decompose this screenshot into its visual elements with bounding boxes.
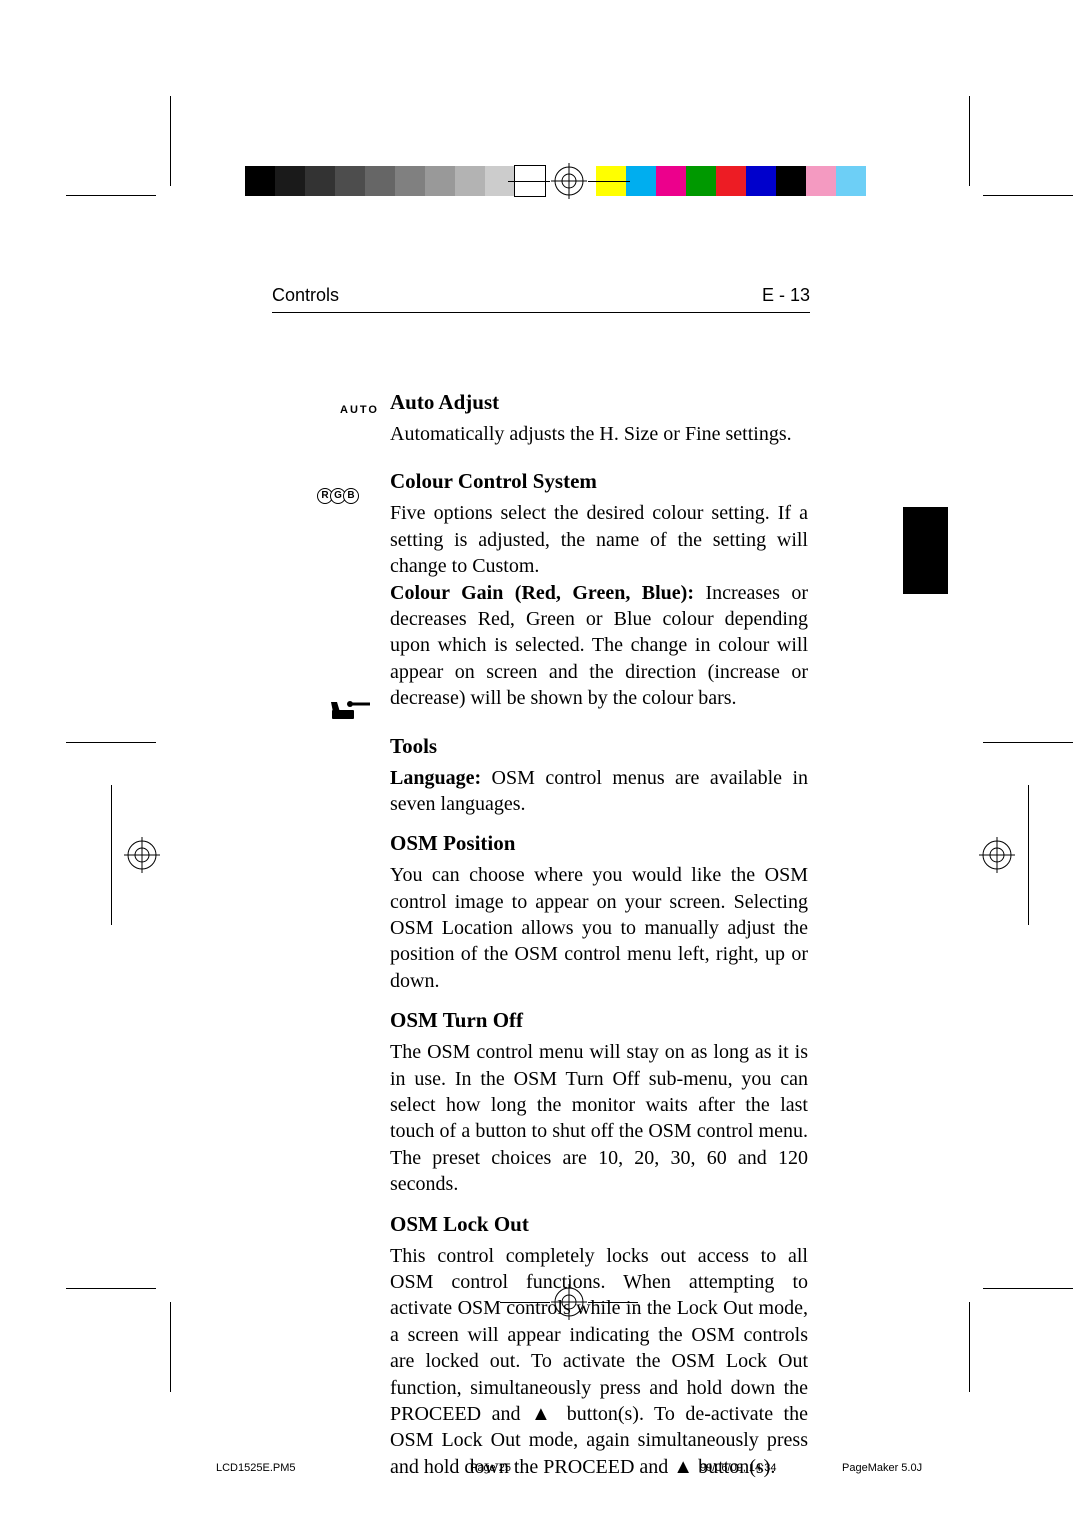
color-swatch [365, 166, 395, 196]
process-color-bar [596, 166, 866, 196]
subsection-title: OSM Position [390, 831, 808, 856]
crop-mark [588, 1302, 638, 1303]
crop-mark [969, 1302, 970, 1392]
crop-mark [66, 1288, 156, 1289]
slug-page: Page 25 [470, 1462, 511, 1474]
color-swatch [626, 166, 656, 196]
section: Auto Adjust Automatically adjusts the H. … [390, 390, 808, 447]
paragraph: This control completely locks out access… [390, 1243, 808, 1481]
slug-app: PageMaker 5.0J [842, 1462, 922, 1474]
registration-mark [979, 837, 1015, 873]
crop-mark [983, 742, 1073, 743]
color-swatch [395, 166, 425, 196]
subsection-title: OSM Lock Out [390, 1212, 808, 1237]
crop-mark [170, 96, 171, 186]
crop-mark [1028, 785, 1029, 925]
subsection-title: OSM Turn Off [390, 1008, 808, 1033]
crop-mark [588, 181, 630, 182]
color-swatch [425, 166, 455, 196]
section: Colour Control System Five options select… [390, 469, 808, 711]
crop-mark [500, 1302, 550, 1303]
slug-datetime: 99/06/09, 14:34 [700, 1462, 776, 1474]
crop-mark [983, 195, 1073, 196]
color-swatch [335, 166, 365, 196]
crop-mark [111, 785, 112, 925]
lead-bold: Language: [390, 767, 492, 789]
slug-file: LCD1525E.PM5 [216, 1462, 296, 1474]
page: Controls E - 13 AUTO RGB Auto AdjustAuto… [0, 0, 1080, 1528]
section-title: Auto Adjust [390, 390, 808, 415]
content: Auto Adjust Automatically adjusts the H. … [272, 390, 808, 1502]
color-swatch [455, 166, 485, 196]
paragraph: Five options select the desired colour s… [390, 500, 808, 579]
section-title: Colour Control System [390, 469, 808, 494]
section-title: Tools [390, 734, 808, 759]
paragraph: Colour Gain (Red, Green, Blue): Increase… [390, 580, 808, 712]
section: Tools Language: OSM control menus are ava… [390, 734, 808, 1481]
crop-mark [969, 96, 970, 186]
registration-mark [124, 837, 160, 873]
color-swatch [275, 166, 305, 196]
color-swatch [305, 166, 335, 196]
color-swatch [836, 166, 866, 196]
grayscale-color-bar [245, 166, 545, 196]
crop-mark [170, 1302, 171, 1392]
crop-mark [983, 1288, 1073, 1289]
thumb-tab [903, 507, 948, 594]
color-swatch [686, 166, 716, 196]
paragraph: The OSM control menu will stay on as lon… [390, 1039, 808, 1197]
paragraph: Language: OSM control menus are availabl… [390, 765, 808, 818]
running-header: Controls E - 13 [272, 285, 810, 313]
color-swatch [806, 166, 836, 196]
color-swatch [746, 166, 776, 196]
color-swatch [776, 166, 806, 196]
paragraph: You can choose where you would like the … [390, 862, 808, 994]
crop-mark [66, 195, 156, 196]
color-swatch [245, 166, 275, 196]
header-page: E - 13 [762, 285, 810, 306]
header-section: Controls [272, 285, 339, 306]
lead-bold: Colour Gain (Red, Green, Blue): [390, 582, 705, 604]
crop-mark [508, 181, 550, 182]
registration-mark [551, 163, 587, 199]
color-swatch [716, 166, 746, 196]
paragraph: Automatically adjusts the H. Size or Fin… [390, 421, 808, 447]
color-swatch [656, 166, 686, 196]
crop-mark [66, 742, 156, 743]
